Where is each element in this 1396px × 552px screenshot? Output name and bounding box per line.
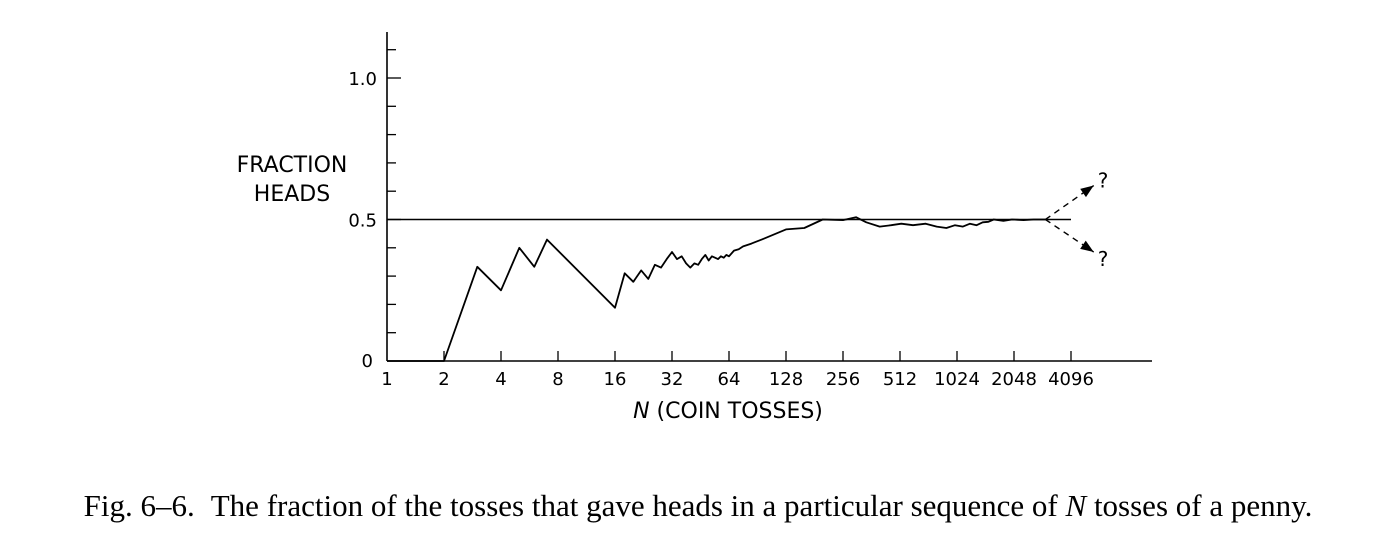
arrowhead [1080, 240, 1094, 253]
y-axis-title-line-2: HEADS [254, 182, 330, 207]
x-tick-label: 2 [438, 369, 449, 390]
x-tick-label: 1 [381, 369, 392, 390]
x-tick-label: 64 [718, 369, 741, 390]
arrowhead [1080, 185, 1094, 198]
x-axis-title: N (COIN TOSSES) [633, 399, 823, 424]
series-line [387, 216, 1046, 362]
ticks: 0 0.5 1.0 1 2 4 8 16 32 64 128 256 512 1024 2048 4096 [348, 49, 1094, 390]
extrapolation-label: ? [1098, 247, 1109, 271]
caption-text-after: tosses of a penny. [1086, 488, 1313, 523]
x-tick-label: 32 [661, 369, 684, 390]
caption-variable: N [1065, 488, 1087, 523]
plot-area: ?? [387, 169, 1109, 362]
x-tick-label: 8 [552, 369, 563, 390]
y-axis-title: FRACTION HEADS [237, 153, 348, 207]
caption-figure-number: Fig. 6–6. [83, 488, 195, 523]
x-axis-title-variable: N [633, 399, 649, 424]
x-tick-label: 16 [604, 369, 627, 390]
x-axis-title-text: (COIN TOSSES) [650, 399, 823, 424]
x-tick-label: 128 [769, 369, 803, 390]
figure-caption: Fig. 6–6. The fraction of the tosses that… [0, 488, 1396, 524]
x-tick-label: 256 [826, 369, 860, 390]
x-tick-label: 4096 [1048, 369, 1094, 390]
x-tick-label: 4 [495, 369, 506, 390]
y-axis-title-line-1: FRACTION [237, 153, 348, 178]
x-tick-label: 512 [883, 369, 917, 390]
chart: FRACTION HEADS 0 0.5 1.0 1 2 4 8 16 32 64 128 256 51… [237, 32, 1152, 424]
caption-text-before: The fraction of the tosses that gave hea… [210, 488, 1066, 523]
y-tick-label: 0.5 [348, 211, 377, 232]
axes [386, 32, 1152, 362]
y-tick-label: 0 [362, 351, 373, 372]
y-tick-label: 1.0 [348, 69, 377, 90]
x-tick-label: 1024 [934, 369, 980, 390]
extrapolation-label: ? [1098, 169, 1109, 193]
x-tick-label: 2048 [991, 369, 1037, 390]
